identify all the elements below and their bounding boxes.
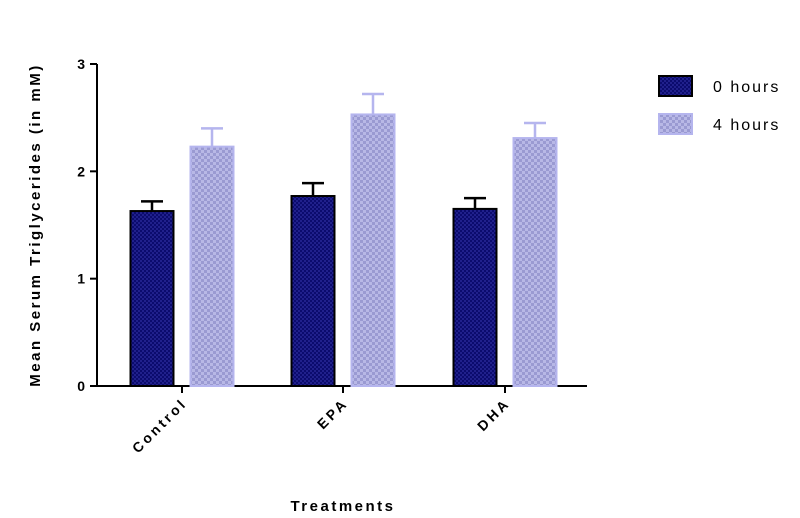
y-axis: 0 1 2 3 [77, 56, 98, 394]
bar-epa-hours4 [350, 113, 396, 388]
y-tick-label-3: 3 [77, 56, 85, 72]
category-label-dha: DHA [474, 395, 513, 434]
y-tick-label-0: 0 [77, 378, 85, 394]
bar-control-hours4 [189, 145, 235, 387]
category-label-epa: EPA [314, 395, 351, 432]
legend-label-1: 4 hours [713, 117, 780, 134]
bar-dha-hours4 [512, 137, 558, 387]
category-label-group-epa: EPA [314, 395, 351, 432]
category-label-group-control: Control [129, 395, 190, 456]
legend: 0 hours 4 hours [658, 75, 780, 135]
bar-dha-hours0 [452, 207, 498, 387]
bar-control-hours0 [129, 210, 175, 387]
x-axis-title: Treatments [290, 498, 395, 515]
y-tick-label-2: 2 [77, 163, 85, 179]
category-label-control: Control [129, 395, 190, 456]
category-label-group-dha: DHA [474, 395, 513, 434]
legend-swatch-1 [658, 113, 693, 135]
x-axis [97, 385, 587, 393]
y-tick-label-1: 1 [77, 271, 85, 287]
bars-group [129, 92, 558, 388]
legend-label-0: 0 hours [713, 79, 780, 96]
legend-swatch-0 [658, 75, 693, 97]
category-labels: Control EPA DHA [129, 395, 513, 456]
bar-epa-hours0 [290, 195, 336, 387]
y-axis-title: Mean Serum Triglycerides (in mM) [27, 63, 44, 386]
